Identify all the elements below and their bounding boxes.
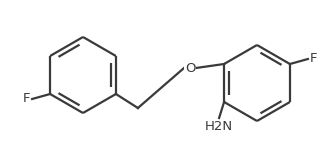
Text: H2N: H2N	[205, 120, 233, 133]
Text: F: F	[310, 53, 318, 66]
Text: O: O	[185, 62, 195, 75]
Text: F: F	[22, 93, 30, 106]
